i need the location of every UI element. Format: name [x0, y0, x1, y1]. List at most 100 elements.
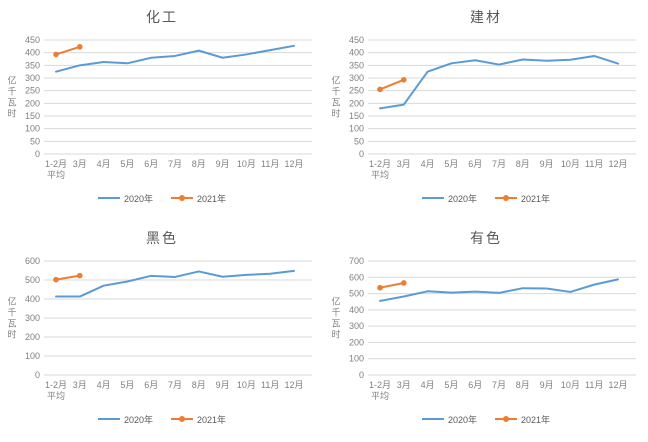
- x-tick-label: 6月: [144, 380, 158, 390]
- x-tick-label: 1-2月: [45, 159, 67, 169]
- marker-dot: [401, 76, 407, 83]
- x-tick-label: 10月: [237, 159, 256, 169]
- series-line-2020年: [379, 278, 619, 302]
- y-tick-label: 600: [25, 256, 40, 266]
- marker-dot: [53, 276, 59, 283]
- x-tick-label: 8月: [192, 380, 206, 390]
- legend-item-2020: 2020年: [97, 413, 153, 426]
- y-axis-title-char: 瓦: [331, 319, 340, 329]
- x-tick-label: 12月: [284, 380, 303, 390]
- y-axis-title-char: 亿: [331, 75, 340, 86]
- legend-label-2021: 2021年: [197, 414, 227, 425]
- x-tick-label: 8月: [516, 159, 530, 169]
- series-line-2020年: [379, 54, 619, 110]
- series-line-2021年: [379, 78, 405, 91]
- legend-item-2021: 2021年: [171, 192, 226, 205]
- x-tick-label: 1-2月: [369, 159, 391, 169]
- y-tick-label: 200: [25, 98, 40, 108]
- x-tick-label: 3月: [73, 380, 87, 390]
- line-swatch-2020-icon: [97, 418, 120, 420]
- marker-dot-icon: [179, 416, 185, 422]
- y-tick-label: 200: [349, 98, 364, 108]
- chart-title: 黑色: [146, 230, 178, 246]
- y-tick-label: 100: [349, 354, 364, 364]
- x-tick-label: 6月: [144, 159, 158, 169]
- x-tick-label: 9月: [540, 380, 554, 390]
- chart-title: 有色: [470, 230, 502, 246]
- y-tick-label: 0: [35, 149, 40, 159]
- y-axis-title-char: 瓦: [7, 98, 16, 108]
- line-swatch-2020-icon: [97, 197, 120, 199]
- y-tick-label: 450: [349, 35, 364, 45]
- x-tick-label: 8月: [192, 159, 206, 169]
- y-tick-label: 200: [349, 337, 364, 347]
- legend-item-2020: 2020年: [421, 413, 477, 426]
- line-dot-swatch-2021-icon: [495, 416, 517, 422]
- y-tick-label: 700: [349, 256, 364, 266]
- y-tick-label: 500: [349, 289, 364, 299]
- y-tick-label: 50: [354, 136, 364, 146]
- x-tick-label: 9月: [216, 380, 230, 390]
- x-tick-label: 3月: [397, 159, 411, 169]
- x-tick-label: 4月: [421, 159, 435, 169]
- x-tick-label: 平均: [371, 169, 389, 180]
- legend-item-2021: 2021年: [495, 192, 550, 205]
- y-tick-label: 500: [25, 275, 40, 285]
- x-tick-label: 平均: [47, 390, 65, 401]
- x-tick-label: 6月: [468, 380, 482, 390]
- y-axis-title-char: 瓦: [7, 319, 16, 329]
- x-tick-label: 5月: [444, 380, 458, 390]
- x-tick-label: 12月: [284, 159, 303, 169]
- y-tick-label: 400: [349, 305, 364, 315]
- y-tick-label: 250: [349, 86, 364, 96]
- x-tick-label: 平均: [47, 169, 65, 180]
- x-tick-label: 11月: [261, 380, 279, 390]
- series-line-2021年: [379, 281, 405, 289]
- y-tick-label: 400: [25, 294, 40, 304]
- y-axis-title-char: 时: [331, 108, 340, 119]
- marker-dot: [377, 284, 383, 291]
- x-tick-label: 5月: [444, 159, 458, 169]
- chart-panel-nonferrous: 有色 0 100 200 300 400 500 600 700 亿千瓦时 1-2月 平均 3月 4月 5…: [324, 221, 648, 442]
- y-axis-title-char: 千: [7, 87, 16, 97]
- y-tick-label: 250: [25, 86, 40, 96]
- series-line-2021年: [55, 274, 81, 281]
- y-axis-title-char: 瓦: [331, 98, 340, 108]
- x-tick-label: 10月: [561, 159, 580, 169]
- x-tick-label: 9月: [216, 159, 230, 169]
- y-axis-title-char: 亿: [331, 296, 340, 307]
- chart-title: 化工: [146, 9, 178, 25]
- x-tick-label: 7月: [492, 159, 506, 169]
- y-axis-title-char: 千: [331, 308, 340, 318]
- y-tick-label: 0: [35, 370, 40, 380]
- x-tick-label: 10月: [561, 380, 580, 390]
- y-axis-title-char: 亿: [7, 296, 16, 307]
- x-tick-label: 10月: [237, 380, 256, 390]
- y-tick-label: 400: [349, 48, 364, 58]
- y-tick-label: 350: [349, 60, 364, 70]
- y-axis-title-char: 亿: [7, 75, 16, 86]
- y-tick-label: 200: [25, 332, 40, 342]
- marker-dot: [77, 272, 83, 279]
- line-dot-swatch-2021-icon: [171, 416, 193, 422]
- y-axis-title-char: 千: [7, 308, 16, 318]
- series-line-2020年: [55, 44, 295, 73]
- line-dot-swatch-2021-icon: [171, 195, 193, 201]
- x-tick-label: 12月: [608, 159, 627, 169]
- legend-item-2021: 2021年: [171, 413, 226, 426]
- y-tick-label: 100: [349, 124, 364, 134]
- line-dot-swatch-2021-icon: [495, 195, 517, 201]
- legend-label-2021: 2021年: [197, 193, 227, 204]
- y-tick-label: 300: [25, 313, 40, 323]
- legend-label-2021: 2021年: [521, 414, 551, 425]
- marker-dot: [77, 44, 83, 50]
- y-tick-label: 350: [25, 60, 40, 70]
- marker-dot: [401, 280, 407, 286]
- x-tick-label: 6月: [468, 159, 482, 169]
- x-tick-label: 5月: [120, 159, 134, 169]
